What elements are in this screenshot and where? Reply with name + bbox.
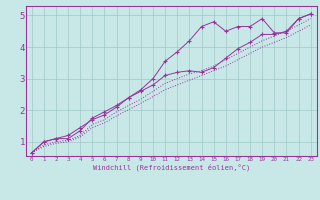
X-axis label: Windchill (Refroidissement éolien,°C): Windchill (Refroidissement éolien,°C) <box>92 163 250 171</box>
